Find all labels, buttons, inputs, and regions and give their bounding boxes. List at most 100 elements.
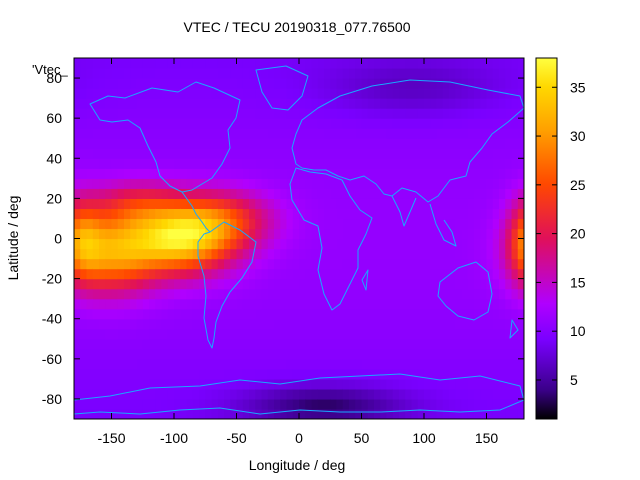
heatmap-cell bbox=[480, 328, 488, 340]
heatmap-cell bbox=[474, 408, 481, 419]
heatmap-cell bbox=[461, 338, 469, 350]
heatmap-cell bbox=[417, 258, 425, 270]
heatmap-cell bbox=[480, 228, 488, 240]
heatmap-cell bbox=[105, 218, 113, 230]
heatmap-cell bbox=[342, 338, 350, 350]
heatmap-cell bbox=[430, 88, 438, 99]
heatmap-cell bbox=[280, 218, 288, 230]
heatmap-cell bbox=[186, 168, 194, 179]
heatmap-cell bbox=[430, 218, 438, 230]
heatmap-cell bbox=[167, 238, 175, 250]
heatmap-cell bbox=[255, 348, 263, 360]
heatmap-cell bbox=[230, 138, 238, 149]
heatmap-cell bbox=[399, 88, 406, 99]
heatmap-cell bbox=[361, 338, 369, 350]
heatmap-cell bbox=[86, 58, 94, 69]
heatmap-cell bbox=[292, 368, 300, 380]
heatmap-cell bbox=[480, 158, 488, 169]
heatmap-cell bbox=[361, 98, 369, 109]
heatmap-cell bbox=[405, 68, 413, 79]
heatmap-cell bbox=[180, 58, 188, 69]
heatmap-cell bbox=[74, 58, 81, 69]
heatmap-cell bbox=[92, 228, 100, 240]
heatmap-cell bbox=[180, 368, 188, 380]
heatmap-cell bbox=[86, 338, 94, 350]
heatmap-cell bbox=[292, 268, 300, 280]
heatmap-cell bbox=[267, 158, 275, 169]
heatmap-cell bbox=[492, 338, 500, 350]
heatmap-cell bbox=[149, 268, 156, 280]
heatmap-cell bbox=[336, 378, 344, 390]
heatmap-cell bbox=[299, 148, 306, 159]
heatmap-cell bbox=[467, 398, 475, 410]
heatmap-cell bbox=[386, 298, 394, 310]
heatmap-cell bbox=[161, 118, 169, 129]
heatmap-cell bbox=[386, 118, 394, 129]
heatmap-cell bbox=[392, 408, 400, 419]
heatmap-cell bbox=[417, 198, 425, 210]
heatmap-cell bbox=[117, 298, 125, 310]
heatmap-cell bbox=[99, 408, 106, 419]
heatmap-cell bbox=[174, 368, 181, 380]
heatmap-cell bbox=[417, 348, 425, 360]
heatmap-cell bbox=[267, 138, 275, 149]
heatmap-cell bbox=[330, 288, 338, 300]
heatmap-cell bbox=[286, 338, 294, 350]
heatmap-cell bbox=[167, 368, 175, 380]
heatmap-cell bbox=[374, 58, 381, 69]
heatmap-cell bbox=[292, 388, 300, 400]
heatmap-cell bbox=[155, 208, 163, 220]
heatmap-cell bbox=[261, 148, 269, 159]
heatmap-cell bbox=[355, 118, 363, 129]
heatmap-cell bbox=[174, 78, 181, 89]
heatmap-cell bbox=[124, 288, 131, 300]
heatmap-cell bbox=[317, 128, 325, 139]
colorbar-tick-label: 20 bbox=[570, 226, 586, 242]
heatmap-cell bbox=[386, 108, 394, 119]
heatmap-cell bbox=[424, 328, 431, 340]
heatmap-cell bbox=[405, 388, 413, 400]
heatmap-cell bbox=[405, 228, 413, 240]
heatmap-cell bbox=[467, 188, 475, 199]
heatmap-cell bbox=[274, 368, 281, 380]
heatmap-cell bbox=[186, 158, 194, 169]
heatmap-cell bbox=[474, 278, 481, 290]
heatmap-cell bbox=[249, 388, 256, 400]
heatmap-cell bbox=[417, 228, 425, 240]
heatmap-cell bbox=[180, 228, 188, 240]
heatmap-cell bbox=[330, 88, 338, 99]
heatmap-cell bbox=[249, 238, 256, 250]
heatmap-cell bbox=[174, 68, 181, 79]
heatmap-cell bbox=[492, 128, 500, 139]
heatmap-cell bbox=[480, 318, 488, 330]
heatmap-cell bbox=[230, 358, 238, 370]
heatmap-cell bbox=[505, 388, 513, 400]
heatmap-cell bbox=[211, 208, 219, 220]
heatmap-cell bbox=[467, 288, 475, 300]
heatmap-cell bbox=[230, 328, 238, 340]
heatmap-cell bbox=[217, 128, 225, 139]
heatmap-cell bbox=[324, 78, 331, 89]
heatmap-cell bbox=[392, 128, 400, 139]
heatmap-cell bbox=[449, 178, 456, 189]
heatmap-cell bbox=[299, 128, 306, 139]
x-tick-label: 0 bbox=[295, 430, 303, 446]
heatmap-cell bbox=[380, 128, 388, 139]
heatmap-cell bbox=[180, 358, 188, 370]
heatmap-cell bbox=[280, 118, 288, 129]
heatmap-cell bbox=[161, 248, 169, 260]
heatmap-cell bbox=[380, 348, 388, 360]
heatmap-cell bbox=[117, 98, 125, 109]
heatmap-cell bbox=[405, 288, 413, 300]
heatmap-cell bbox=[324, 358, 331, 370]
heatmap-cell bbox=[186, 88, 194, 99]
heatmap-cell bbox=[311, 178, 319, 189]
heatmap-cell bbox=[355, 98, 363, 109]
heatmap-cell bbox=[299, 388, 306, 400]
heatmap-cell bbox=[324, 388, 331, 400]
heatmap-cell bbox=[255, 148, 263, 159]
heatmap-cell bbox=[436, 268, 444, 280]
heatmap-cell bbox=[299, 308, 306, 320]
heatmap-cell bbox=[367, 198, 375, 210]
heatmap-cell bbox=[324, 398, 331, 410]
